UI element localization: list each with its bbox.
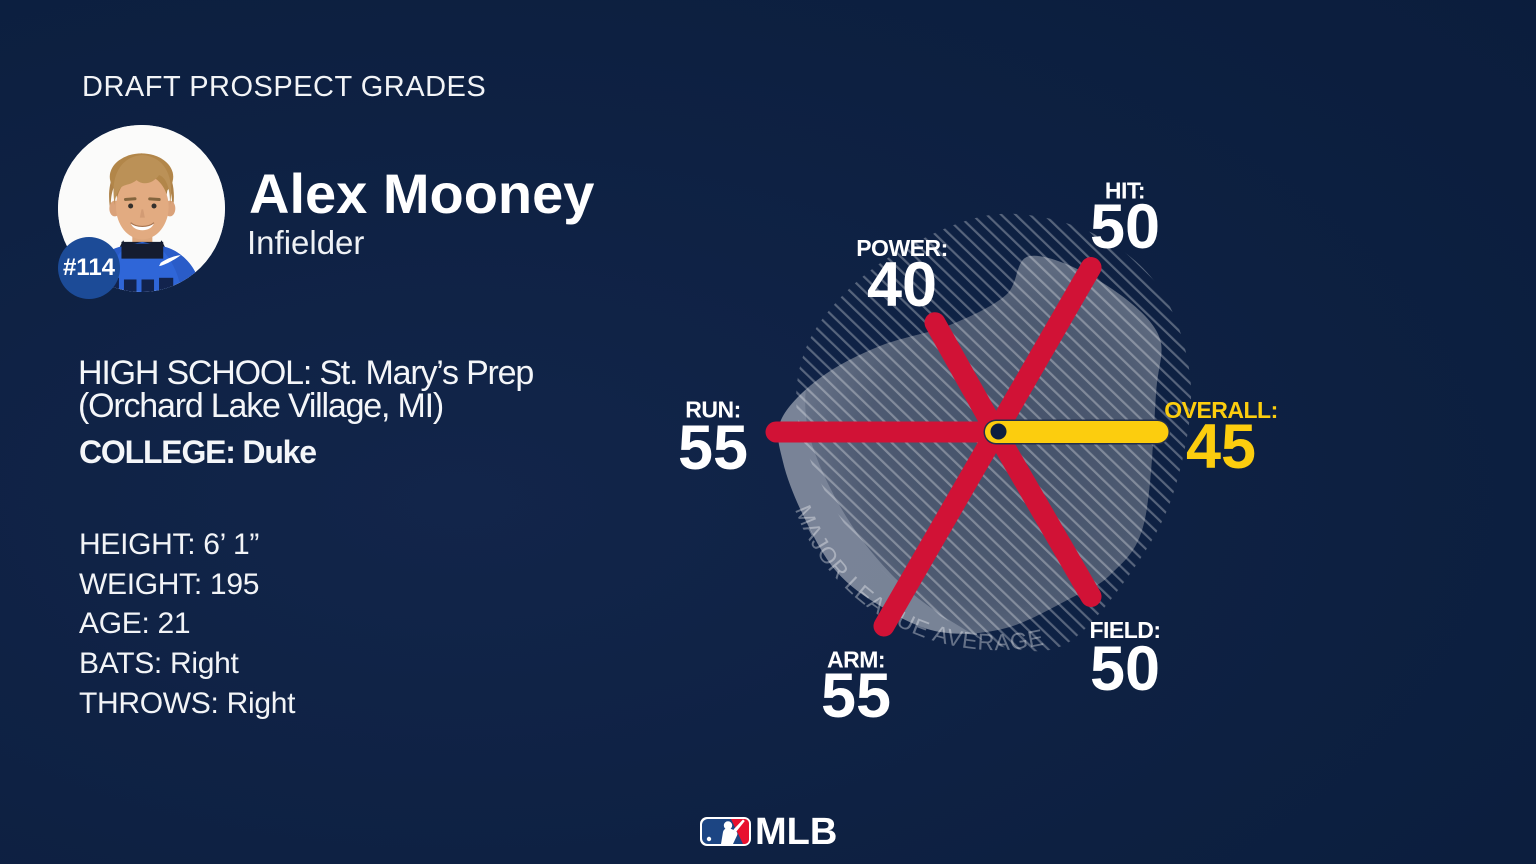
svg-text:RUN:: RUN: (685, 397, 741, 423)
svg-text:55: 55 (678, 413, 748, 483)
svg-text:POWER:: POWER: (856, 235, 948, 261)
svg-text:HIT:: HIT: (1105, 178, 1145, 204)
svg-text:45: 45 (1186, 412, 1256, 482)
svg-text:MLB: MLB (755, 812, 837, 852)
svg-text:50: 50 (1090, 634, 1160, 704)
svg-text:FIELD:: FIELD: (1089, 617, 1160, 643)
svg-text:50: 50 (1090, 192, 1160, 262)
svg-text:ARM:: ARM: (827, 647, 885, 673)
svg-text:55: 55 (821, 661, 891, 731)
svg-text:40: 40 (867, 250, 937, 320)
svg-text:OVERALL:: OVERALL: (1164, 397, 1278, 423)
